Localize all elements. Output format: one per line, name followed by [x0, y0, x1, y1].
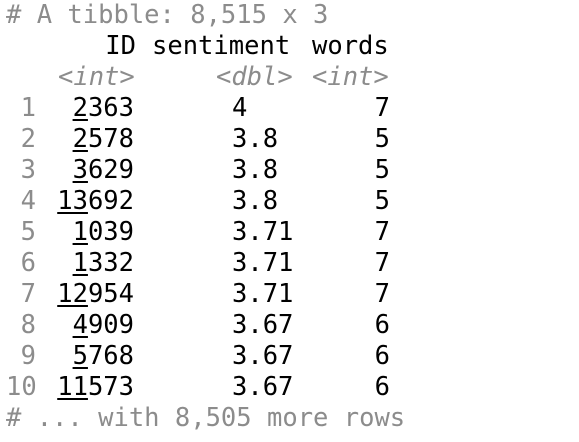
id-value-trailing-digits: 768: [87, 341, 134, 371]
tibble-summary: # A tibble: 8,515 x 3: [6, 0, 329, 30]
row-number: 5: [20, 217, 36, 247]
words-value: 7: [374, 217, 390, 247]
column-header-row: ID sentiment words: [6, 31, 576, 62]
id-value: 1332: [50, 248, 134, 279]
id-value: 1039: [50, 217, 134, 248]
sentiment-value: 3.67: [232, 341, 294, 371]
sentiment-value: 3.8: [232, 124, 279, 154]
table-row: 3 3629 3.8 5: [6, 155, 576, 186]
id-value-trailing-digits: 578: [87, 124, 134, 154]
row-number: 2: [20, 124, 36, 154]
table-row: 1 2363 4 7: [6, 93, 576, 124]
id-value-leading-digits: 5: [72, 341, 88, 371]
column-type-words: <int>: [312, 62, 389, 92]
id-value-trailing-digits: 909: [87, 310, 134, 340]
id-value: 12954: [50, 279, 134, 310]
words-value: 5: [374, 124, 390, 154]
sentiment-value: 3.67: [232, 310, 294, 340]
id-value: 5768: [50, 341, 134, 372]
words-value: 6: [374, 372, 390, 402]
words-value: 5: [374, 186, 390, 216]
id-value-leading-digits: 2: [72, 93, 88, 123]
id-value-trailing-digits: 692: [87, 186, 134, 216]
id-value-trailing-digits: 629: [87, 155, 134, 185]
sentiment-value: 3.71: [232, 248, 294, 278]
id-value-leading-digits: 1: [72, 248, 88, 278]
column-type-id: <int>: [58, 62, 135, 92]
id-value: 2363: [50, 93, 134, 124]
words-value: 7: [374, 93, 390, 123]
words-value: 6: [374, 341, 390, 371]
words-value: 7: [374, 279, 390, 309]
id-value-trailing-digits: 332: [87, 248, 134, 278]
row-number: 6: [20, 248, 36, 278]
row-number: 9: [20, 341, 36, 371]
table-row: 6 1332 3.71 7: [6, 248, 576, 279]
table-row: 7 12954 3.71 7: [6, 279, 576, 310]
table-row: 9 5768 3.67 6: [6, 341, 576, 372]
id-value: 3629: [50, 155, 134, 186]
id-value-trailing-digits: 363: [87, 93, 134, 123]
id-value: 11573: [50, 372, 134, 403]
sentiment-value: 3.67: [232, 372, 294, 402]
table-row: 2 2578 3.8 5: [6, 124, 576, 155]
words-value: 7: [374, 248, 390, 278]
id-value: 2578: [50, 124, 134, 155]
sentiment-value: 3.71: [232, 279, 294, 309]
id-value-leading-digits: 4: [72, 310, 88, 340]
row-number: 10: [6, 372, 37, 402]
more-rows-footer: # ... with 8,505 more rows: [6, 403, 406, 433]
id-value-trailing-digits: 573: [87, 372, 134, 402]
words-value: 5: [374, 155, 390, 185]
table-row: 4 13692 3.8 5: [6, 186, 576, 217]
column-name-sentiment: sentiment: [152, 31, 291, 61]
sentiment-value: 3.8: [232, 155, 279, 185]
id-value-leading-digits: 12: [57, 279, 88, 309]
column-type-sentiment: <dbl>: [216, 62, 293, 92]
sentiment-value: 3.71: [232, 217, 294, 247]
id-value-leading-digits: 13: [57, 186, 88, 216]
sentiment-value: 4: [232, 93, 248, 123]
id-value: 4909: [50, 310, 134, 341]
r-console-output: # A tibble: 8,515 x 3 ID sentiment words…: [6, 0, 576, 434]
table-row: 10 11573 3.67 6: [6, 372, 576, 403]
row-number: 4: [20, 186, 36, 216]
column-name-id: ID: [105, 31, 136, 61]
sentiment-value: 3.8: [232, 186, 279, 216]
row-number: 3: [20, 155, 36, 185]
column-type-row: <int> <dbl> <int>: [6, 62, 576, 93]
id-value-leading-digits: 2: [72, 124, 88, 154]
row-number: 7: [20, 279, 36, 309]
id-value-leading-digits: 1: [72, 217, 88, 247]
id-value-trailing-digits: 039: [87, 217, 134, 247]
tibble-rows: 1 2363 4 7 2 2578 3.8 5 3 3629 3.8 5 4 13692 3.8 5 5 1039…: [6, 93, 576, 403]
table-row: 5 1039 3.71 7: [6, 217, 576, 248]
column-name-words: words: [312, 31, 389, 61]
id-value-leading-digits: 11: [57, 372, 88, 402]
table-row: 8 4909 3.67 6: [6, 310, 576, 341]
row-number: 8: [20, 310, 36, 340]
words-value: 6: [374, 310, 390, 340]
id-value-leading-digits: 3: [72, 155, 88, 185]
id-value: 13692: [50, 186, 134, 217]
row-number: 1: [20, 93, 36, 123]
id-value-trailing-digits: 954: [87, 279, 134, 309]
